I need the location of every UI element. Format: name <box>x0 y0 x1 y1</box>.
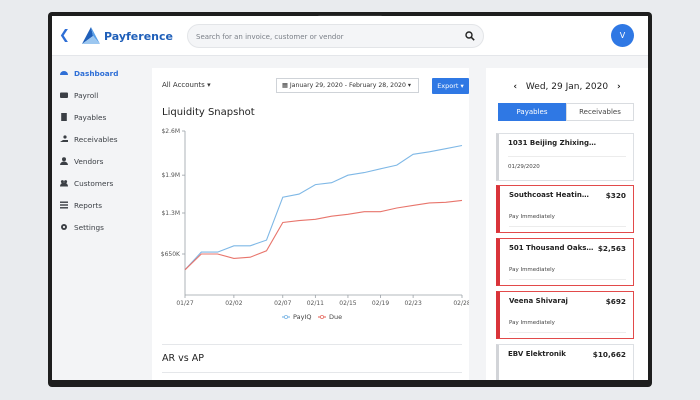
sidebar-item-label: Customers <box>74 178 114 188</box>
accounts-dropdown[interactable]: All Accounts ▾ <box>162 81 211 89</box>
x-tick-label: 02/02 <box>225 300 242 307</box>
y-tick-label: $650K <box>161 251 181 258</box>
avatar[interactable]: V <box>611 24 634 47</box>
sidebar-item-label: Vendors <box>74 156 104 166</box>
y-tick-label: $1.9M <box>161 172 180 179</box>
series-line-payiq <box>184 144 463 271</box>
x-tick-label: 02/07 <box>274 300 291 307</box>
x-tick-label: 02/15 <box>339 300 356 307</box>
invoice-amount: $320 <box>605 191 626 200</box>
invoice-amount: $692 <box>605 297 626 306</box>
sidebar-item-settings[interactable]: Settings <box>60 220 104 234</box>
sidebar-item-payroll[interactable]: Payroll <box>60 88 98 102</box>
top-bar: ❮ Payference V <box>52 16 648 56</box>
accounts-label: All Accounts <box>162 81 205 89</box>
x-tick-label: 01/27 <box>176 300 193 307</box>
sidebar-item-label: Settings <box>74 222 104 232</box>
document-icon <box>61 113 67 121</box>
main-card: All Accounts ▾ ▦ January 29, 2020 - Febr… <box>152 68 469 380</box>
legend-marker-due <box>319 314 324 319</box>
invoice-status: Pay Immediately <box>509 267 555 273</box>
invoice-name: Southcoast Heatin… <box>509 191 589 199</box>
sidebar-item-label: Receivables <box>74 134 118 144</box>
sidebar-item-dashboard[interactable]: Dashboard <box>60 66 119 80</box>
app-screen: ❮ Payference V Dashboard Payroll Payab <box>52 16 648 380</box>
series-line-due <box>184 199 463 271</box>
logo-icon <box>82 27 100 44</box>
invoice-card[interactable]: 1031 Beijing Zhixing… 01/29/2020 <box>496 133 634 181</box>
x-tick-label: 02/28 <box>453 300 469 307</box>
divider <box>162 372 462 373</box>
invoice-date: 01/29/2020 <box>508 164 540 170</box>
search-icon[interactable] <box>465 31 475 41</box>
invoice-card[interactable]: EBV Elektronik $10,662 <box>496 344 634 380</box>
divider <box>162 344 462 345</box>
divider <box>509 279 626 280</box>
chevron-right-icon[interactable]: › <box>616 82 621 92</box>
tab-receivables[interactable]: Receivables <box>566 103 634 121</box>
divider <box>508 156 626 157</box>
invoice-card[interactable]: Veena Shivaraj $692 Pay Immediately <box>496 291 634 339</box>
export-button[interactable]: Export ▾ <box>432 78 469 94</box>
sidebar-item-reports[interactable]: Reports <box>60 198 102 212</box>
sidebar: Dashboard Payroll Payables Receivables V… <box>52 57 150 380</box>
invoice-card[interactable]: 501 Thousand Oaks… $2,563 Pay Immediatel… <box>496 238 634 286</box>
wallet-icon <box>60 92 68 98</box>
dashboard-icon <box>60 71 68 75</box>
chevron-left-icon[interactable]: ❮ <box>59 28 70 43</box>
sidebar-item-label: Reports <box>74 200 102 210</box>
hand-money-icon <box>60 135 68 142</box>
calendar-icon: ▦ <box>282 82 288 89</box>
legend-marker-payiq <box>283 314 288 319</box>
sidebar-item-payables[interactable]: Payables <box>60 110 106 124</box>
brand-name: Payference <box>104 30 173 43</box>
tab-payables[interactable]: Payables <box>498 103 566 121</box>
search-bar[interactable] <box>187 24 484 48</box>
invoice-status: Pay Immediately <box>509 214 555 220</box>
invoice-status: Pay Immediately <box>509 320 555 326</box>
current-date: Wed, 29 Jan, 2020 <box>525 82 609 92</box>
search-input[interactable] <box>196 30 456 43</box>
invoice-name: EBV Elektronik <box>508 350 566 358</box>
divider <box>509 226 626 227</box>
export-label: Export <box>437 82 459 90</box>
chevron-left-icon[interactable]: ‹ <box>513 82 518 92</box>
invoice-name: 501 Thousand Oaks… <box>509 244 594 252</box>
x-tick-label: 02/19 <box>372 300 389 307</box>
list-icon <box>60 201 68 209</box>
gear-icon <box>61 224 67 230</box>
divider <box>509 332 626 333</box>
x-tick-label: 02/23 <box>404 300 421 307</box>
x-tick-label: 02/11 <box>307 300 324 307</box>
legend-label-due: Due <box>329 313 342 321</box>
users-icon <box>60 180 68 187</box>
sidebar-item-label: Payroll <box>74 90 99 100</box>
user-icon <box>60 157 68 165</box>
date-range-picker[interactable]: ▦ January 29, 2020 - February 28, 2020 ▾ <box>276 78 419 93</box>
y-tick-label: $1.3M <box>161 210 180 217</box>
sidebar-item-label: Dashboard <box>74 68 119 78</box>
invoice-name: Veena Shivaraj <box>509 297 568 305</box>
caret-down-icon: ▾ <box>207 81 211 89</box>
invoice-name: 1031 Beijing Zhixing… <box>508 139 596 147</box>
sidebar-item-receivables[interactable]: Receivables <box>60 132 118 146</box>
date-navigator: ‹ Wed, 29 Jan, 2020 › <box>486 82 648 92</box>
sidebar-item-label: Payables <box>74 112 107 122</box>
right-panel: ‹ Wed, 29 Jan, 2020 › Payables Receivabl… <box>486 68 648 380</box>
chart-title: Liquidity Snapshot <box>162 107 255 118</box>
caret-down-icon: ▾ <box>407 82 411 89</box>
liquidity-chart: $650K $1.3M $1.9M $2.6M 01/27 02/02 02/07 02/11… <box>161 128 469 321</box>
legend-label-payiq: PayIQ <box>293 313 312 321</box>
invoice-amount: $10,662 <box>592 350 626 359</box>
caret-down-icon: ▾ <box>460 82 464 90</box>
invoice-amount: $2,563 <box>597 244 626 253</box>
invoice-card[interactable]: Southcoast Heatin… $320 Pay Immediately <box>496 185 634 233</box>
sidebar-item-vendors[interactable]: Vendors <box>60 154 103 168</box>
date-range-label: January 29, 2020 - February 28, 2020 <box>289 82 406 89</box>
y-tick-label: $2.6M <box>161 128 180 135</box>
sidebar-item-customers[interactable]: Customers <box>60 176 113 190</box>
section-title-ar-vs-ap: AR vs AP <box>162 353 204 364</box>
